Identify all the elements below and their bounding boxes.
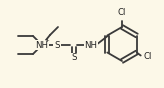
Text: S: S	[71, 54, 77, 62]
Text: Cl: Cl	[118, 8, 126, 17]
Text: NH: NH	[35, 40, 49, 49]
Text: +: +	[45, 37, 49, 43]
Text: NH: NH	[84, 40, 98, 49]
Text: S: S	[54, 40, 60, 49]
Text: Cl: Cl	[144, 52, 152, 61]
